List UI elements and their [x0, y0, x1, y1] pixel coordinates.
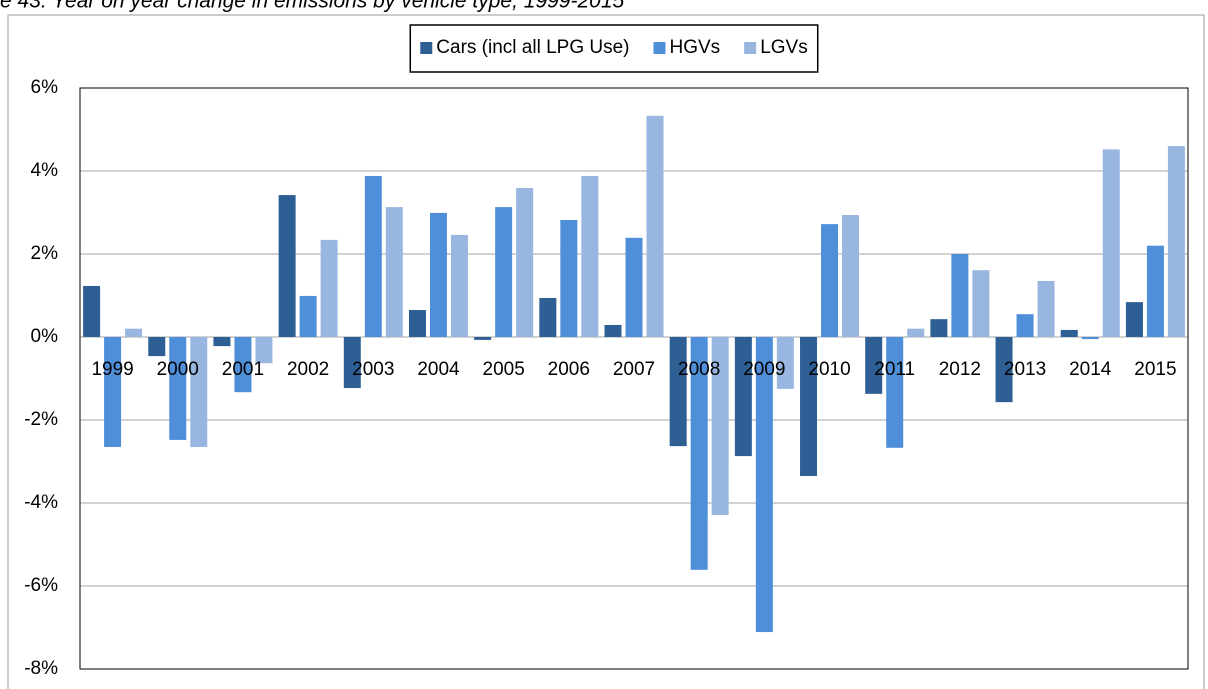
- legend-label: Cars (incl all LPG Use): [436, 37, 629, 58]
- bar: [886, 337, 904, 448]
- bar: [299, 295, 317, 337]
- bar: [1081, 337, 1099, 340]
- bar: [385, 207, 403, 337]
- x-tick-label: 2003: [352, 359, 394, 380]
- bar: [604, 324, 622, 337]
- legend-swatch: [420, 42, 433, 54]
- x-tick-label: 2009: [743, 359, 785, 380]
- bar: [278, 195, 296, 337]
- bar: [581, 175, 599, 337]
- plot-border: [79, 87, 1189, 670]
- bar: [734, 337, 752, 457]
- bar: [474, 337, 492, 340]
- x-tick-label: 2014: [1069, 359, 1112, 380]
- chart-border: [7, 14, 1205, 689]
- y-tick-label: -2%: [24, 409, 58, 430]
- x-tick-label: 2002: [287, 359, 329, 380]
- y-tick-label: 4%: [31, 160, 59, 181]
- bar: [995, 337, 1013, 403]
- x-tick-label: 2012: [939, 359, 981, 380]
- bar: [495, 207, 513, 337]
- legend-label: HGVs: [670, 37, 721, 58]
- bar: [104, 337, 122, 447]
- bar: [865, 337, 883, 394]
- x-tick-label: 1999: [91, 359, 133, 380]
- x-tick-label: 2007: [613, 359, 655, 380]
- bar: [646, 115, 664, 338]
- y-tick-label: 6%: [31, 77, 59, 98]
- bar: [234, 337, 252, 393]
- bar: [83, 285, 101, 337]
- x-tick-label: 2008: [678, 359, 720, 380]
- bar: [1037, 280, 1055, 337]
- y-tick-label: 2%: [31, 243, 59, 264]
- bar: [213, 337, 231, 347]
- x-tick-label: 2001: [222, 359, 264, 380]
- legend-swatch: [744, 42, 757, 54]
- bar: [1167, 146, 1185, 337]
- x-tick-label: 2005: [483, 359, 525, 380]
- x-tick-label: 2000: [157, 359, 199, 380]
- bar: [125, 328, 143, 337]
- bar: [539, 297, 557, 337]
- bar: [1146, 245, 1164, 337]
- bar: [429, 212, 447, 337]
- chart-title: e 43: Year on year change in emissions b…: [0, 0, 625, 13]
- bar: [1125, 302, 1143, 337]
- bar: [190, 337, 208, 447]
- bar: [320, 239, 338, 337]
- y-tick-label: -6%: [24, 575, 58, 596]
- bar: [148, 337, 166, 357]
- y-tick-label: 0%: [31, 326, 59, 347]
- bar: [1102, 149, 1120, 337]
- x-tick-label: 2006: [548, 359, 590, 380]
- bar: [930, 319, 948, 337]
- x-tick-label: 2013: [1004, 359, 1046, 380]
- bar: [821, 224, 839, 337]
- x-tick-label: 2015: [1134, 359, 1176, 380]
- x-tick-label: 2010: [808, 359, 850, 380]
- bar: [1016, 314, 1034, 337]
- bar: [951, 254, 969, 337]
- bar: [776, 337, 794, 389]
- bar: [255, 337, 273, 364]
- bar: [972, 270, 990, 337]
- bar: [364, 175, 382, 337]
- y-tick-label: -4%: [24, 492, 58, 513]
- y-tick-label: -8%: [24, 658, 58, 679]
- legend-swatch: [653, 42, 666, 54]
- bar: [711, 337, 729, 516]
- bar: [800, 337, 818, 477]
- bar: [690, 337, 708, 570]
- legend-label: LGVs: [760, 37, 808, 58]
- bar: [343, 337, 361, 389]
- bar: [169, 337, 187, 440]
- bar: [560, 219, 578, 337]
- bar: [907, 328, 925, 337]
- bar: [1060, 329, 1078, 337]
- x-tick-label: 2011: [874, 359, 915, 380]
- x-tick-label: 2004: [417, 359, 460, 380]
- bar: [669, 337, 687, 447]
- bar: [755, 337, 773, 633]
- bar: [408, 310, 426, 337]
- bar: [450, 234, 468, 337]
- bar: [625, 237, 643, 337]
- bar: [842, 214, 860, 337]
- bar: [516, 188, 534, 337]
